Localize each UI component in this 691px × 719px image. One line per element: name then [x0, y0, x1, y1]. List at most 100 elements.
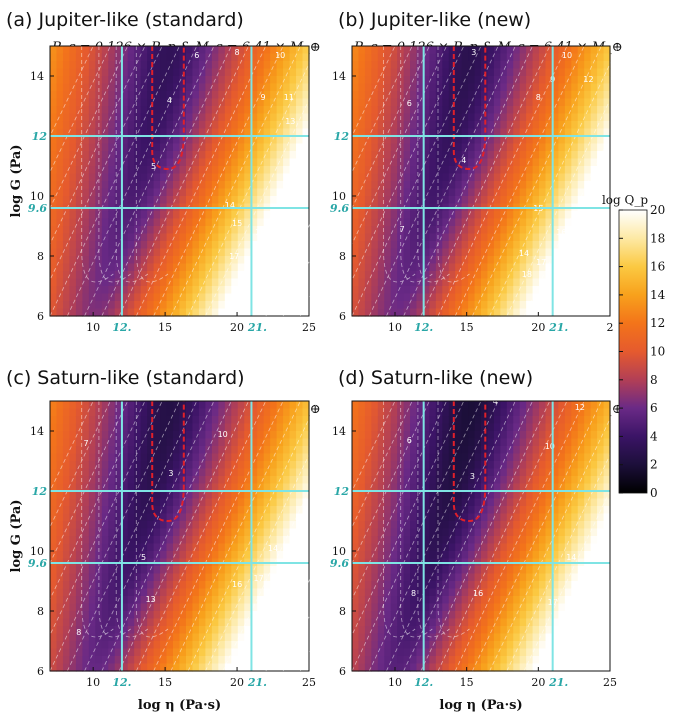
heatmap-cell	[212, 114, 219, 122]
heatmap-cell	[410, 241, 417, 249]
heatmap-cell	[365, 416, 372, 424]
heatmap-cell	[205, 121, 212, 129]
heatmap-cell	[160, 54, 167, 62]
heatmap-cell	[597, 256, 604, 264]
heatmap-cell	[571, 46, 578, 54]
heatmap-cell	[526, 76, 533, 84]
heatmap-cell	[231, 544, 238, 552]
heatmap-cell	[225, 491, 232, 499]
heatmap-cell	[558, 219, 565, 227]
heatmap-cell	[358, 196, 365, 204]
heatmap-cell	[147, 634, 154, 642]
heatmap-cell	[417, 656, 424, 664]
heatmap-cell	[365, 256, 372, 264]
heatmap-cell	[264, 46, 271, 54]
heatmap-cell	[82, 264, 89, 272]
heatmap-cell	[481, 241, 488, 249]
heatmap-cell	[173, 641, 180, 649]
heatmap-cell	[205, 106, 212, 114]
heatmap-cell	[154, 611, 161, 619]
heatmap-cell	[63, 189, 70, 197]
heatmap-cell	[192, 91, 199, 99]
heatmap-cell	[199, 626, 206, 634]
heatmap-cell	[494, 286, 501, 294]
heatmap-cell	[257, 159, 264, 167]
contour-label: 4	[167, 96, 172, 105]
heatmap-cell	[50, 461, 57, 469]
heatmap-cell	[160, 174, 167, 182]
heatmap-cell	[264, 476, 271, 484]
heatmap-cell	[270, 469, 277, 477]
heatmap-cell	[154, 469, 161, 477]
x-highlight-label: 12.	[112, 676, 131, 689]
heatmap-cell	[397, 286, 404, 294]
heatmap-cell	[539, 76, 546, 84]
heatmap-cell	[365, 439, 372, 447]
heatmap-cell	[167, 521, 174, 529]
heatmap-cell	[244, 521, 251, 529]
heatmap-cell	[238, 431, 245, 439]
heatmap-cell	[352, 604, 359, 612]
heatmap-cell	[102, 114, 109, 122]
heatmap-cell	[50, 604, 57, 612]
heatmap-cell	[358, 454, 365, 462]
heatmap-cell	[264, 271, 271, 279]
x-tick-label: 25	[302, 321, 316, 334]
heatmap-cell	[352, 249, 359, 257]
heatmap-cell	[520, 189, 527, 197]
heatmap-cell	[205, 401, 212, 409]
heatmap-cell	[277, 99, 284, 107]
heatmap-cell	[108, 476, 115, 484]
heatmap-cell	[134, 514, 141, 522]
heatmap-cell	[141, 461, 148, 469]
heatmap-cell	[494, 166, 501, 174]
heatmap-cell	[410, 159, 417, 167]
heatmap-cell	[371, 279, 378, 287]
heatmap-cell	[128, 196, 135, 204]
heatmap-cell	[180, 619, 187, 627]
heatmap-cell	[565, 166, 572, 174]
heatmap-cell	[180, 301, 187, 309]
heatmap-cell	[475, 174, 482, 182]
heatmap-cell	[507, 151, 514, 159]
heatmap-cell	[455, 294, 462, 302]
heatmap-cell	[50, 574, 57, 582]
heatmap-cell	[154, 529, 161, 537]
heatmap-cell	[410, 574, 417, 582]
heatmap-cell	[154, 249, 161, 257]
heatmap-cell	[429, 439, 436, 447]
heatmap-cell	[63, 256, 70, 264]
heatmap-cell	[290, 544, 297, 552]
heatmap-cell	[257, 54, 264, 62]
heatmap-cell	[238, 611, 245, 619]
heatmap-cell	[89, 521, 96, 529]
heatmap-cell	[571, 279, 578, 287]
heatmap-cell	[50, 619, 57, 627]
heatmap-cell	[384, 461, 391, 469]
heatmap-cell	[69, 461, 76, 469]
heatmap-cell	[173, 219, 180, 227]
heatmap-cell	[571, 114, 578, 122]
heatmap-cell	[449, 234, 456, 242]
heatmap-cell	[283, 589, 290, 597]
heatmap-cell	[115, 256, 122, 264]
heatmap-cell	[391, 279, 398, 287]
heatmap-cell	[290, 256, 297, 264]
heatmap-cell	[264, 626, 271, 634]
heatmap-cell	[56, 196, 63, 204]
heatmap-cell	[192, 234, 199, 242]
heatmap-cell	[371, 656, 378, 664]
heatmap-cell	[147, 611, 154, 619]
heatmap-cell	[571, 121, 578, 129]
heatmap-cell	[404, 69, 411, 77]
heatmap-cell	[296, 234, 303, 242]
heatmap-cell	[167, 649, 174, 657]
heatmap-cell	[82, 69, 89, 77]
heatmap-cell	[277, 249, 284, 257]
heatmap-cell	[264, 159, 271, 167]
heatmap-cell	[365, 114, 372, 122]
heatmap-cell	[277, 566, 284, 574]
heatmap-cell	[429, 114, 436, 122]
heatmap-cell	[264, 589, 271, 597]
heatmap-cell	[257, 529, 264, 537]
